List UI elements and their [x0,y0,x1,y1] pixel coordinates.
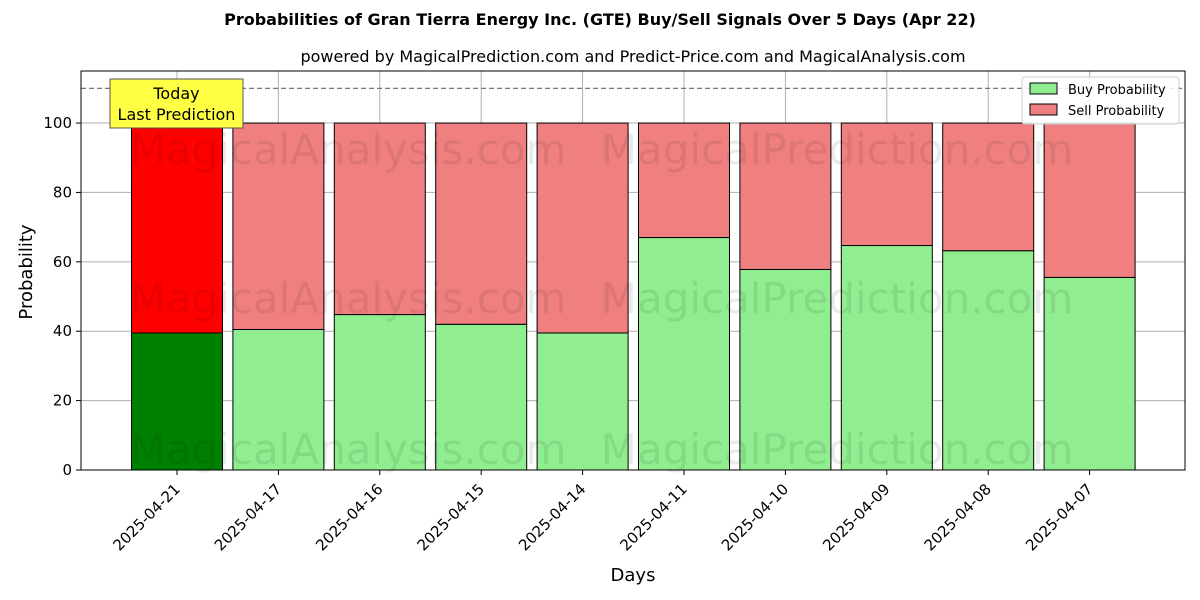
x-tick-label: 2025-04-16 [312,480,386,554]
buy-bar [536,332,629,471]
sell-bar [942,122,1035,252]
x-tick-label: 2025-04-08 [921,480,995,554]
x-tick-label: 2025-04-11 [616,480,690,554]
x-axis-label: Days [611,565,656,586]
x-tick-label: 2025-04-21 [109,480,183,554]
x-tick-label: 2025-04-09 [819,480,893,554]
chart-title: Probabilities of Gran Tierra Energy Inc.… [224,10,976,29]
plot-frame [80,70,1186,471]
sell-bar [638,122,730,239]
today-box [109,78,244,129]
watermark-analysis: MagicalAnalysis.com [130,274,567,323]
watermark-prediction: MagicalPrediction.com [601,125,1074,174]
sell-bar [333,122,426,316]
buy-bar [435,323,528,471]
watermark-analysis: MagicalAnalysis.com [130,125,567,174]
legend-swatch-buy [1029,82,1058,95]
x-tick-label: 2025-04-10 [718,480,792,554]
buy-bar [333,314,426,471]
sell-bar [739,122,832,270]
x-tick-label: 2025-04-07 [1022,480,1096,554]
watermark-prediction: MagicalPrediction.com [601,425,1074,474]
y-axis-label: Probability [16,224,37,319]
buy-bar [840,245,933,471]
bars [131,122,1136,471]
y-tick-label: 80 [53,183,72,201]
y-tick-label: 20 [53,392,72,410]
y-tick-label: 100 [43,114,72,132]
last-prediction-label: Last Prediction [118,105,236,124]
legend-swatch-sell [1029,103,1058,116]
legend-box [1021,76,1180,125]
watermarks: MagicalAnalysis.com MagicalPrediction.com… [130,125,1074,474]
buy-bar [1043,276,1136,471]
buy-bar [942,250,1035,471]
watermark-prediction: MagicalPrediction.com [601,274,1074,323]
y-tick-label: 0 [62,461,72,479]
buy-bar [638,237,730,471]
x-tick-label: 2025-04-14 [515,480,589,554]
sell-bar [536,122,629,334]
today-annotation: Today Last Prediction [109,78,244,129]
sell-bar [1043,122,1136,278]
y-tick-label: 40 [53,322,72,340]
legend: Buy Probability Sell Probability [1021,76,1180,125]
x-tick-label: 2025-04-17 [211,480,285,554]
y-tick-label: 60 [53,253,72,271]
sell-bar [232,122,325,330]
sell-bar [840,122,933,247]
buy-bar [131,332,223,471]
legend-label-sell: Sell Probability [1068,104,1165,119]
buy-bar [739,268,832,471]
chart-subtitle: powered by MagicalPrediction.com and Pre… [300,47,965,66]
legend-label-buy: Buy Probability [1068,83,1166,98]
today-label: Today [152,84,199,103]
x-tick-label: 2025-04-15 [414,480,488,554]
sell-bar [131,122,223,334]
watermark-analysis: MagicalAnalysis.com [130,425,567,474]
sell-bar [435,122,528,325]
